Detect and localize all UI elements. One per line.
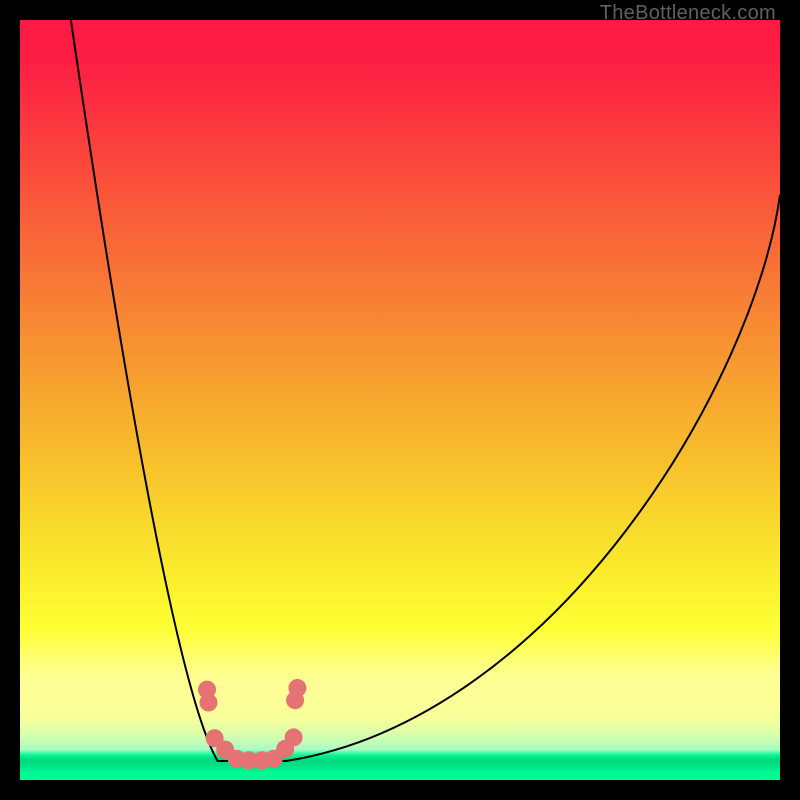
curve-marker	[200, 694, 218, 712]
watermark-text: TheBottleneck.com	[600, 2, 776, 25]
chart-container: TheBottleneck.com	[0, 0, 800, 800]
curve-marker	[288, 679, 306, 697]
curve-overlay	[20, 20, 780, 780]
bottleneck-curve	[71, 20, 780, 761]
curve-marker	[285, 728, 303, 746]
